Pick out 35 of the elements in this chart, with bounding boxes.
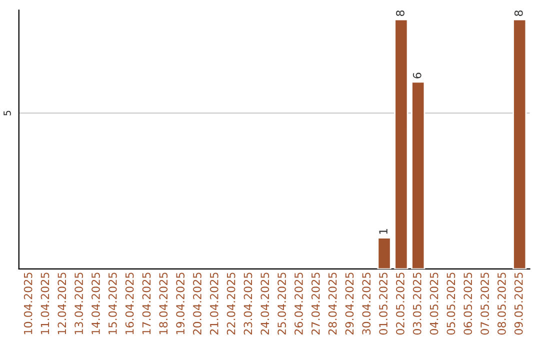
x-tick-label: 10.04.2025 <box>24 272 32 334</box>
x-tick-label: 13.04.2025 <box>74 272 84 334</box>
x-tick-label: 18.04.2025 <box>159 272 168 334</box>
x-tick-label: 23.04.2025 <box>244 272 252 335</box>
x-tick-label: 02.05.2025 <box>396 272 404 335</box>
x-tick-label: 06.05.2025 <box>464 272 472 335</box>
x-tick-label: 19.04.2025 <box>176 272 185 334</box>
x-tick-label: 25.04.2025 <box>278 272 286 335</box>
x-tick-label: 16.04.2025 <box>125 272 134 334</box>
x-tick-label: 15.04.2025 <box>108 272 117 334</box>
x-tick-label: 05.05.2025 <box>446 272 456 335</box>
x-tick-label: 26.04.2025 <box>294 272 303 335</box>
ref-line-label: 5 <box>4 110 11 116</box>
data-label: 6 <box>412 72 422 78</box>
x-tick-label: 11.04.2025 <box>40 272 50 334</box>
x-tick-label: 07.05.2025 <box>480 272 489 335</box>
x-tick-label: 20.04.2025 <box>193 272 202 335</box>
x-tick-label: 22.04.2025 <box>226 272 236 335</box>
x-tick-label: 03.05.2025 <box>412 272 422 335</box>
x-tick-label: 21.04.2025 <box>210 272 218 335</box>
x-tick-label: 14.04.2025 <box>92 272 100 334</box>
x-tick-label: 01.05.2025 <box>379 272 388 335</box>
x-tick-label: 17.04.2025 <box>142 272 151 334</box>
data-label: 8 <box>396 10 404 16</box>
x-tick-label: 04.05.2025 <box>430 272 438 335</box>
x-tick-label: 24.04.2025 <box>260 272 270 335</box>
x-tick-label: 30.04.2025 <box>362 272 371 334</box>
x-tick-label: 08.05.2025 <box>497 272 506 335</box>
x-tick-label: 27.04.2025 <box>311 272 320 335</box>
x-tick-label: 09.05.2025 <box>514 272 523 335</box>
x-tick-label: 28.04.2025 <box>328 272 337 335</box>
x-tick-label: 12.04.2025 <box>58 272 66 334</box>
x-tick-label: 29.04.2025 <box>345 272 354 335</box>
data-label: 8 <box>514 10 523 16</box>
data-label: 1 <box>379 228 388 234</box>
